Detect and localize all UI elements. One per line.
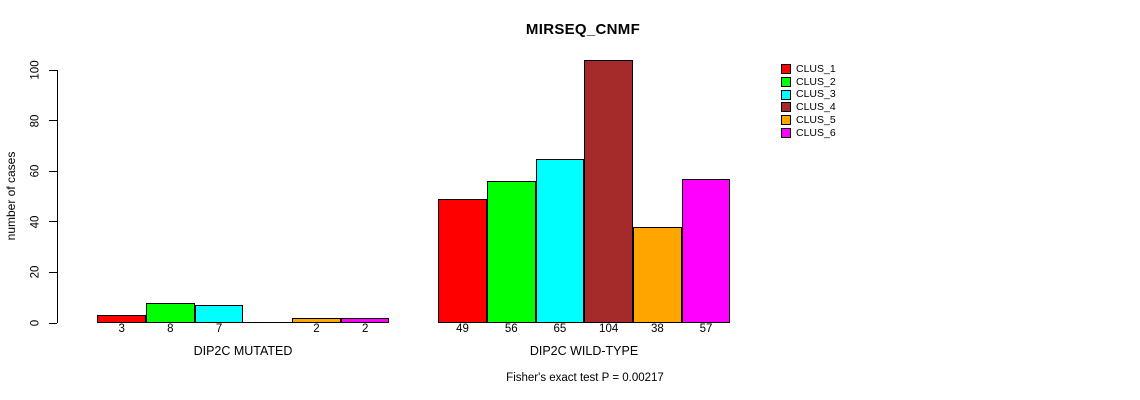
bar-value-label: 65 (553, 323, 567, 335)
legend-label: CLUS_1 (796, 63, 836, 76)
legend-swatch-icon (781, 77, 791, 88)
legend-item-clus_6: CLUS_6 (781, 126, 836, 139)
bar-clus_3-group0 (194, 305, 244, 323)
y-axis-line (57, 70, 58, 323)
legend-swatch-icon (781, 115, 791, 126)
y-tick-label: 100 (29, 60, 42, 80)
y-tick-mark (49, 322, 57, 324)
y-tick-mark (49, 221, 57, 223)
legend-item-clus_5: CLUS_5 (781, 114, 836, 127)
bar-value-label: 49 (456, 323, 469, 335)
legend-swatch-icon (781, 102, 791, 113)
legend-item-clus_3: CLUS_3 (781, 88, 836, 101)
bar-value-label: 56 (504, 323, 518, 335)
chart-title: MIRSEQ_CNMF (525, 21, 641, 38)
legend-label: CLUS_3 (796, 88, 836, 101)
bar-clus_3-group1 (535, 158, 585, 323)
legend-item-clus_1: CLUS_1 (781, 63, 836, 76)
bar-value-label: 2 (361, 323, 369, 335)
bar-clus_6-group0 (340, 317, 390, 323)
bar-clus_5-group0 (292, 317, 341, 323)
y-tick-label: 60 (29, 164, 42, 178)
legend-item-clus_4: CLUS_4 (781, 101, 836, 114)
bar-value-label: 57 (699, 323, 713, 335)
legend-label: CLUS_4 (796, 101, 836, 114)
y-tick-mark (49, 120, 57, 122)
bar-clus_6-group1 (681, 178, 731, 323)
bar-value-label: 38 (650, 323, 664, 335)
legend-swatch-icon (781, 64, 791, 75)
y-tick-mark (49, 271, 57, 273)
bar-clus_1-group1 (438, 199, 487, 323)
bar-clus_2-group1 (486, 181, 536, 323)
bar-value-label: 8 (167, 323, 174, 335)
bar-clus_5-group1 (633, 226, 682, 323)
y-tick-label: 80 (29, 114, 42, 127)
legend: CLUS_1 CLUS_2 CLUS_3 CLUS_4 CLUS_5 CLUS_6 (781, 63, 836, 139)
y-tick-label: 20 (29, 265, 42, 279)
legend-swatch-icon (781, 127, 791, 138)
group-label-mutated: DIP2C MUTATED (193, 344, 293, 358)
bar-value-label: 7 (215, 323, 223, 335)
bar-value-label: 2 (313, 323, 320, 335)
bar-value-label: 3 (118, 323, 125, 335)
group-label-wildtype: DIP2C WILD-TYPE (529, 344, 639, 358)
bar-clus_2-group0 (146, 302, 195, 323)
legend-label: CLUS_6 (796, 126, 836, 139)
fisher-test-annotation: Fisher's exact test P = 0.00217 (506, 372, 664, 384)
legend-label: CLUS_2 (796, 75, 836, 88)
y-tick-mark (49, 69, 57, 71)
bar-clus_1-group0 (97, 315, 146, 323)
y-tick-label: 40 (29, 215, 42, 229)
bar-clus_4-group0 (243, 322, 293, 323)
legend-item-clus_2: CLUS_2 (781, 76, 836, 89)
y-tick-label: 0 (29, 319, 42, 327)
y-tick-mark (49, 170, 57, 172)
legend-label: CLUS_5 (796, 113, 836, 126)
y-axis-title: number of cases (4, 151, 18, 241)
legend-swatch-icon (781, 89, 791, 100)
bar-clus_4-group1 (584, 59, 633, 323)
bar-value-label: 104 (599, 323, 619, 335)
